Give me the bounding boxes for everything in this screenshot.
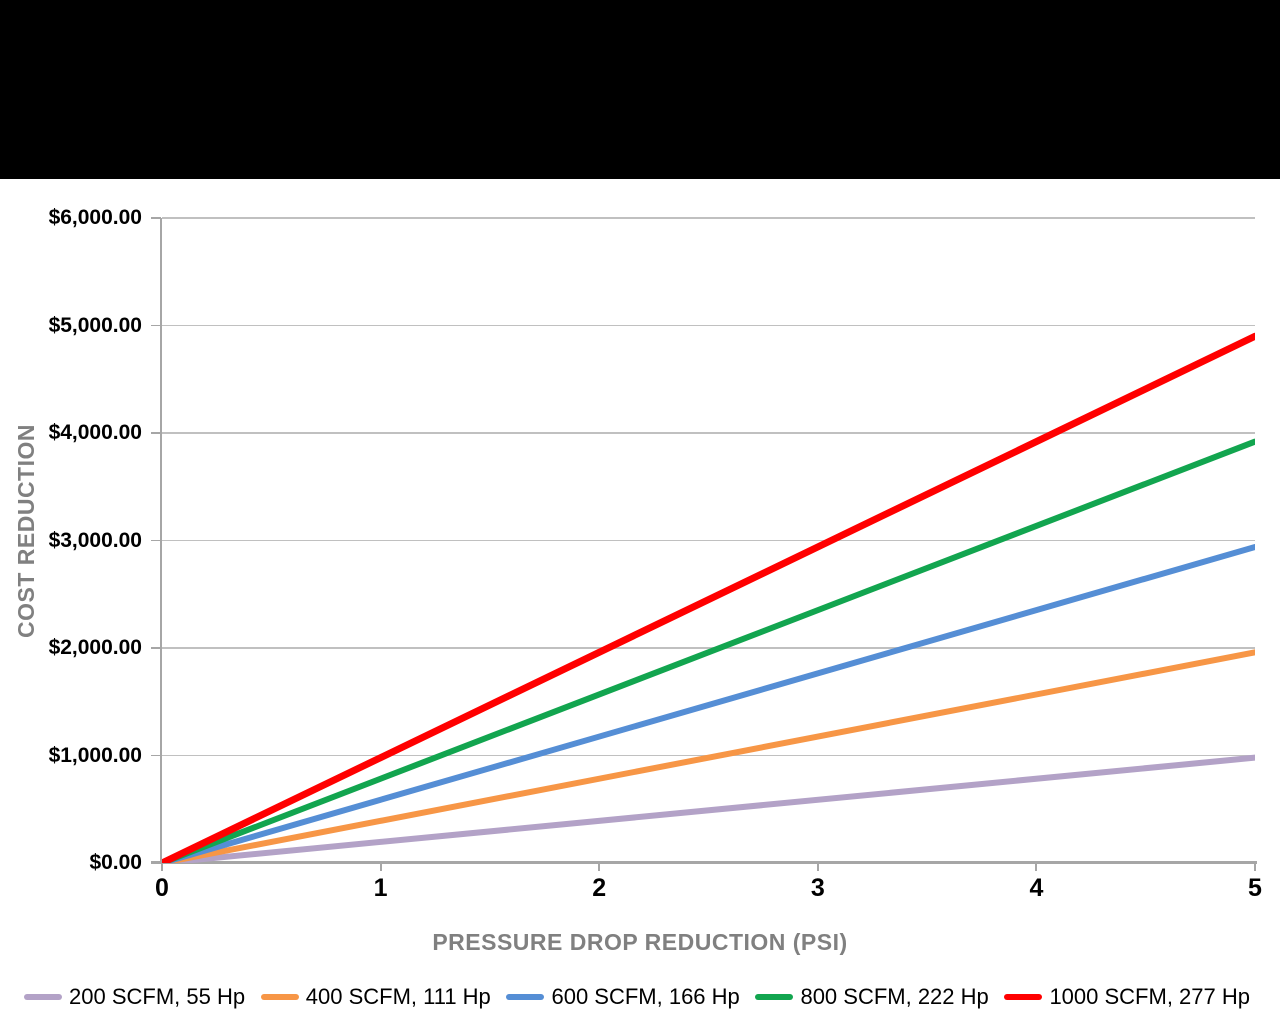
- x-axis-tick: [379, 863, 382, 871]
- x-axis-title: PRESSURE DROP REDUCTION (PSI): [432, 929, 848, 955]
- x-axis-tick: [161, 863, 163, 871]
- gridline: [162, 432, 1255, 434]
- y-axis-tick: [151, 432, 161, 434]
- y-axis-tick: [151, 539, 161, 542]
- y-axis-tick: [151, 862, 161, 864]
- y-axis-title: COST REDUCTION: [13, 424, 39, 638]
- y-axis-tick: [151, 217, 161, 219]
- x-axis-tick: [1035, 863, 1038, 871]
- legend-swatch: [755, 993, 794, 1001]
- y-tick-label: $3,000.00: [48, 528, 142, 552]
- x-axis-line: [151, 861, 1257, 864]
- legend-label: 600 SCFM, 166 Hp: [551, 984, 740, 1009]
- y-axis-tick: [151, 754, 161, 757]
- y-axis-tick: [151, 324, 161, 327]
- legend-swatch: [260, 993, 299, 1001]
- x-tick-label: 2: [592, 874, 607, 902]
- y-tick-label: $2,000.00: [48, 636, 142, 659]
- legend-swatch: [506, 993, 545, 1001]
- legend-label: 800 SCFM, 222 Hp: [800, 984, 989, 1009]
- gridline: [162, 539, 1255, 542]
- gridline: [162, 647, 1255, 649]
- legend-label: 200 SCFM, 55 Hp: [69, 984, 246, 1009]
- x-axis-tick: [1254, 863, 1256, 871]
- x-tick-label: 1: [373, 874, 388, 902]
- legend-swatch: [1004, 993, 1043, 1001]
- x-tick-label: 4: [1029, 874, 1044, 902]
- plot-lines: [162, 332, 1255, 863]
- y-tick-label: $4,000.00: [48, 421, 142, 444]
- legend-label: 400 SCFM, 111 Hp: [305, 984, 491, 1009]
- legend-item: 400 SCFM, 111 Hp: [260, 984, 491, 1010]
- x-tick-label: 5: [1248, 874, 1262, 902]
- series-line: [162, 754, 1255, 863]
- chart-legend: 200 SCFM, 55 Hp 400 SCFM, 111 Hp 600 SCFM,…: [0, 979, 1280, 1015]
- series-line: [162, 649, 1255, 863]
- legend-item: 600 SCFM, 166 Hp: [506, 984, 740, 1010]
- x-axis-tick: [598, 863, 601, 871]
- series-line: [162, 332, 1255, 863]
- y-axis-tick: [151, 647, 161, 649]
- y-tick-label: $5,000.00: [48, 313, 142, 337]
- x-axis-tick: [816, 863, 819, 871]
- top-banner: [0, 0, 1280, 179]
- series-line: [162, 543, 1255, 863]
- y-tick-label: $0.00: [89, 851, 142, 874]
- y-axis-line: [160, 218, 162, 863]
- y-tick-label: $6,000.00: [48, 206, 142, 229]
- cost-reduction-chart: $0.00 $1,000.00 $2,000.00 $3,000.00 $4,000.0…: [0, 179, 1280, 1024]
- gridline: [162, 324, 1255, 327]
- x-tick-label: 3: [810, 874, 825, 902]
- y-tick-label: $1,000.00: [48, 743, 142, 767]
- series-line: [162, 438, 1255, 863]
- x-tick-label: 0: [155, 874, 169, 902]
- gridline: [162, 217, 1255, 219]
- legend-item: 200 SCFM, 55 Hp: [24, 984, 245, 1010]
- legend-item: 1000 SCFM, 277 Hp: [1004, 984, 1250, 1010]
- legend-label: 1000 SCFM, 277 Hp: [1049, 984, 1250, 1009]
- legend-item: 800 SCFM, 222 Hp: [755, 984, 989, 1010]
- legend-swatch: [24, 993, 62, 1001]
